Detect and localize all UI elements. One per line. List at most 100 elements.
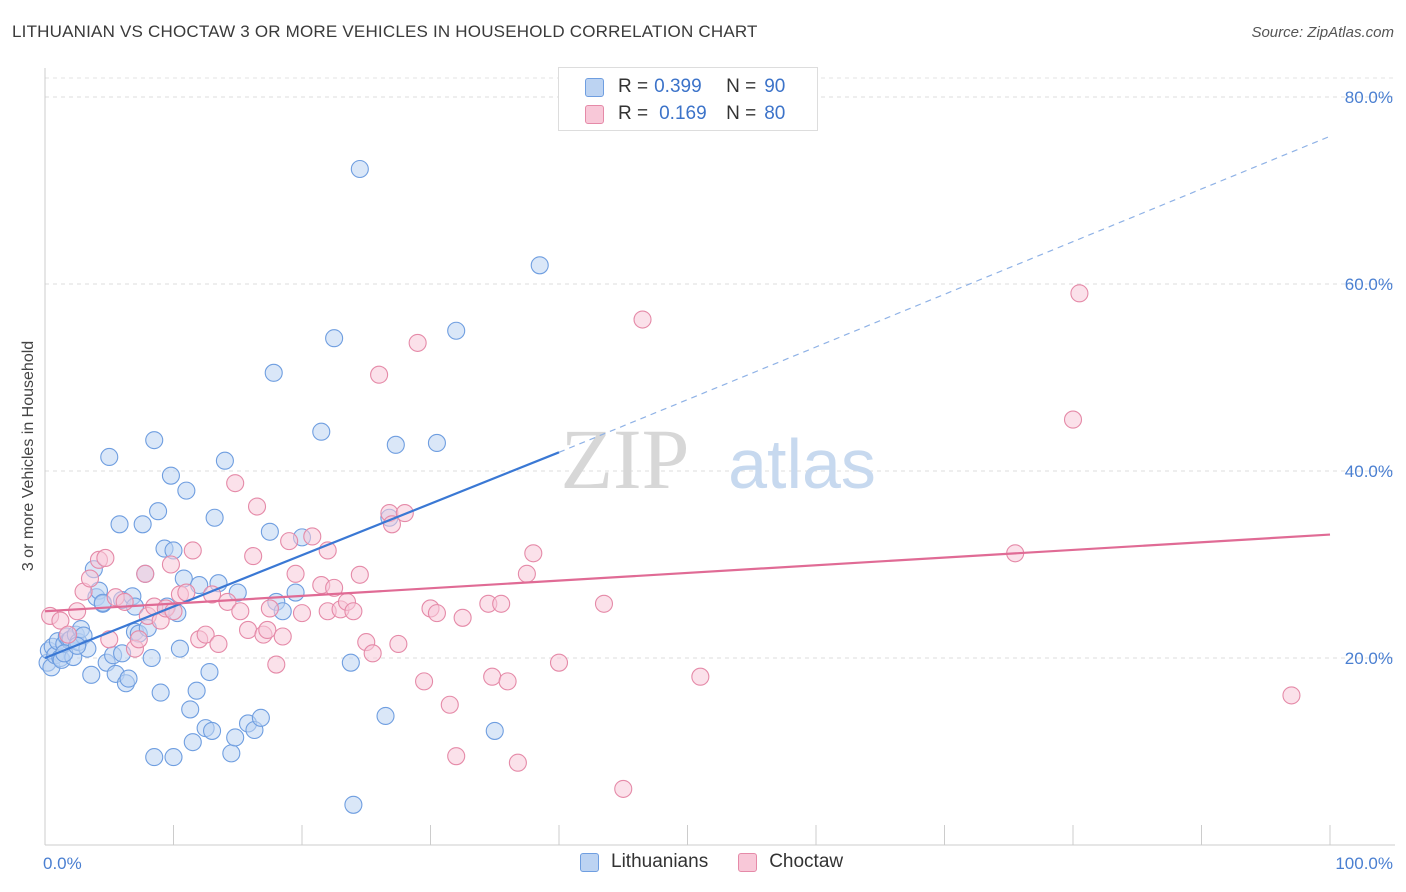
point-lithuanians xyxy=(215,451,234,470)
point-choctaw xyxy=(1070,284,1089,303)
data-points xyxy=(38,159,1301,814)
point-lithuanians xyxy=(100,447,119,467)
point-choctaw xyxy=(260,599,279,618)
point-lithuanians xyxy=(142,648,161,668)
point-choctaw xyxy=(483,667,502,686)
point-lithuanians xyxy=(161,466,180,485)
legend-row-choctaw: R = 0.169 N = 80 xyxy=(585,102,785,126)
trend-line-choctaw xyxy=(44,533,1331,613)
point-choctaw xyxy=(517,564,536,583)
y-tick-label: 20.0% xyxy=(1345,649,1393,668)
point-lithuanians xyxy=(149,502,168,521)
point-choctaw xyxy=(68,602,87,621)
point-choctaw xyxy=(614,779,633,798)
point-choctaw xyxy=(498,672,517,691)
point-choctaw xyxy=(267,655,286,674)
point-choctaw xyxy=(258,620,277,640)
point-lithuanians xyxy=(164,748,183,767)
x-tick-label: 100.0% xyxy=(1335,854,1393,873)
point-lithuanians xyxy=(222,744,241,763)
legend-item-lithuanians[interactable]: Lithuanians xyxy=(580,851,708,873)
point-choctaw xyxy=(415,672,434,691)
point-lithuanians xyxy=(251,708,270,727)
point-lithuanians xyxy=(226,728,245,747)
point-choctaw xyxy=(370,365,389,384)
stats-legend: R = 0.399 N = 90 R = 0.169 N = 80 xyxy=(558,67,818,131)
point-choctaw xyxy=(247,497,267,516)
point-lithuanians xyxy=(325,329,344,348)
point-lithuanians xyxy=(110,515,129,534)
point-lithuanians xyxy=(350,159,369,179)
point-choctaw xyxy=(209,634,228,654)
point-choctaw xyxy=(549,653,569,672)
point-lithuanians xyxy=(376,706,395,726)
legend-n-label: N = xyxy=(726,103,757,124)
y-tick-label: 60.0% xyxy=(1345,275,1393,294)
point-lithuanians xyxy=(82,665,101,684)
point-choctaw xyxy=(344,602,363,621)
point-choctaw xyxy=(273,627,292,646)
chart-source: Source: ZipAtlas.com xyxy=(1251,24,1394,41)
legend-r-value: 0.399 xyxy=(654,76,702,97)
chart-title: LITHUANIAN VS CHOCTAW 3 OR MORE VEHICLES… xyxy=(12,22,758,41)
tick-labels: 20.0% 40.0% 60.0% 80.0% 0.0% 100.0% xyxy=(43,88,1393,873)
point-choctaw xyxy=(350,565,369,584)
point-choctaw xyxy=(183,541,202,560)
point-choctaw xyxy=(226,474,245,493)
point-lithuanians xyxy=(151,683,170,702)
x-tick-label: 0.0% xyxy=(43,854,82,873)
point-choctaw xyxy=(80,569,100,588)
point-choctaw xyxy=(280,532,299,551)
point-choctaw xyxy=(51,611,70,630)
point-choctaw xyxy=(633,310,652,329)
legend-r-label: R = xyxy=(618,103,649,124)
point-choctaw xyxy=(303,527,322,546)
point-lithuanians xyxy=(344,795,363,814)
point-choctaw xyxy=(389,634,408,654)
point-choctaw xyxy=(453,608,472,627)
point-choctaw xyxy=(286,564,305,583)
point-choctaw xyxy=(325,578,344,597)
legend-label-choctaw: Choctaw xyxy=(769,851,844,872)
point-choctaw xyxy=(447,747,466,766)
point-choctaw xyxy=(408,333,427,352)
legend-n-value: 80 xyxy=(764,103,786,124)
point-lithuanians xyxy=(485,721,504,740)
legend-item-choctaw[interactable]: Choctaw xyxy=(738,851,843,873)
legend-swatch-lithuanians xyxy=(580,852,599,872)
point-lithuanians xyxy=(133,515,152,534)
legend-n-value: 90 xyxy=(764,76,786,97)
legend-n-label: N = xyxy=(726,76,757,97)
y-axis-label: 3 or more Vehicles in Household xyxy=(20,341,37,571)
point-choctaw xyxy=(244,547,263,566)
point-lithuanians xyxy=(312,422,331,441)
point-choctaw xyxy=(136,564,155,583)
point-lithuanians xyxy=(264,363,283,382)
point-choctaw xyxy=(691,667,710,686)
watermark: ZIP atlas xyxy=(561,411,876,507)
y-tick-label: 80.0% xyxy=(1345,88,1393,107)
point-lithuanians xyxy=(119,669,138,688)
point-choctaw xyxy=(363,644,382,663)
trend-line-lithuanians-projection xyxy=(558,135,1331,453)
point-choctaw xyxy=(1282,686,1301,705)
point-lithuanians xyxy=(145,748,164,767)
axes xyxy=(44,68,1395,846)
point-choctaw xyxy=(292,604,312,623)
point-choctaw xyxy=(129,630,148,649)
series-legend: Lithuanians Choctaw xyxy=(580,851,873,873)
point-lithuanians xyxy=(187,681,206,700)
point-choctaw xyxy=(59,625,78,644)
point-lithuanians xyxy=(170,639,189,658)
legend-label-lithuanians: Lithuanians xyxy=(611,851,709,872)
watermark-atlas: atlas xyxy=(728,425,876,503)
trend-lines xyxy=(44,135,1331,660)
point-choctaw xyxy=(492,594,511,613)
point-lithuanians xyxy=(427,433,446,453)
point-choctaw xyxy=(1063,410,1083,429)
point-lithuanians xyxy=(286,583,305,602)
legend-row-lithuanians: R = 0.399 N = 90 xyxy=(585,75,785,99)
point-choctaw xyxy=(524,544,543,563)
point-lithuanians xyxy=(205,508,224,527)
